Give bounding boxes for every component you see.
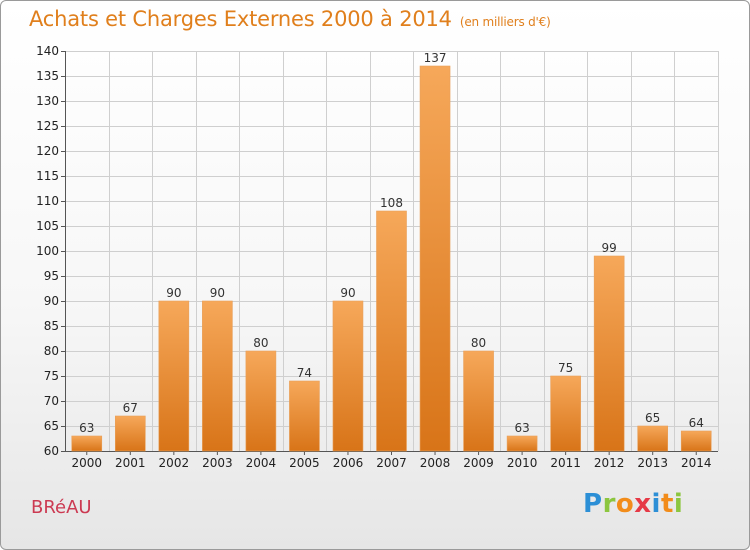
chart-title: Achats et Charges Externes 2000 à 2014 (e…	[29, 7, 551, 31]
y-tick-label: 95	[44, 269, 59, 283]
logo-letter: i	[651, 489, 661, 519]
bar-2014	[680, 430, 712, 452]
data-label: 64	[689, 416, 704, 430]
data-label: 80	[471, 336, 486, 350]
data-label: 63	[514, 421, 529, 435]
bar-2002	[158, 300, 190, 452]
x-tick-label: 2014	[681, 456, 712, 470]
bar-2009	[463, 350, 494, 452]
y-tick-label: 85	[44, 319, 59, 333]
x-tick-label: 2002	[159, 456, 190, 470]
y-tick-label: 75	[44, 369, 59, 383]
data-label: 108	[380, 196, 403, 210]
logo-letter: x	[634, 489, 652, 519]
chart-title-text: Achats et Charges Externes 2000 à 2014	[29, 7, 452, 31]
x-tick-label: 2009	[463, 456, 494, 470]
x-tick-label: 2006	[333, 456, 364, 470]
data-label: 67	[123, 401, 138, 415]
y-tick-label: 65	[44, 419, 59, 433]
x-tick-label: 2008	[420, 456, 451, 470]
bar-2013	[637, 425, 669, 452]
bar-2005	[289, 380, 320, 452]
y-tick-label: 115	[36, 169, 59, 183]
x-tick-label: 2005	[289, 456, 320, 470]
proxiti-logo: Proxiti	[583, 489, 683, 519]
data-label: 75	[558, 361, 573, 375]
bar-2010	[506, 435, 538, 452]
x-tick-label: 2010	[507, 456, 538, 470]
y-tick-label: 90	[44, 294, 59, 308]
logo-letter: i	[673, 489, 684, 519]
bar-2011	[550, 375, 581, 452]
bars	[71, 65, 712, 452]
y-tick-label: 140	[36, 44, 59, 58]
x-tick-label: 2001	[115, 456, 146, 470]
bar-2000	[71, 435, 103, 452]
data-label: 90	[340, 286, 355, 300]
logo-letter: r	[602, 489, 616, 519]
logo-letter: o	[615, 489, 635, 519]
bar-2006	[332, 300, 364, 452]
logo-letter: t	[660, 489, 674, 519]
x-tick-label: 2011	[550, 456, 581, 470]
x-tick-label: 2013	[637, 456, 668, 470]
bar-2001	[115, 415, 146, 452]
y-tick-label: 60	[44, 444, 59, 458]
x-tick-label: 2003	[202, 456, 233, 470]
data-label: 65	[645, 411, 660, 425]
x-tick-label: 2000	[71, 456, 102, 470]
commune-name: BRéAU	[31, 497, 92, 518]
y-tick-label: 135	[36, 69, 59, 83]
logo-letter: P	[583, 489, 603, 519]
y-tick-label: 130	[36, 94, 59, 108]
chart-unit: (en milliers d'€)	[459, 15, 551, 29]
x-tick-label: 2004	[246, 456, 277, 470]
data-label: 63	[79, 421, 94, 435]
y-tick-label: 110	[36, 194, 59, 208]
x-tick-label: 2007	[376, 456, 407, 470]
bar-2004	[245, 350, 277, 452]
bar-2008	[419, 65, 451, 452]
data-label: 90	[166, 286, 181, 300]
data-label: 99	[602, 241, 617, 255]
data-label: 80	[253, 336, 268, 350]
y-tick-label: 100	[36, 244, 59, 258]
x-tick-label: 2012	[594, 456, 625, 470]
data-label: 74	[297, 366, 312, 380]
data-label: 137	[424, 51, 447, 65]
bar-2012	[593, 255, 625, 452]
data-label: 90	[210, 286, 225, 300]
labels: 60 65 70 75 80 85 90 95 100 105 110 115 120 125 130 135…	[36, 44, 711, 470]
y-tick-label: 70	[44, 394, 59, 408]
y-tick-label: 80	[44, 344, 59, 358]
y-tick-label: 105	[36, 219, 59, 233]
y-tick-label: 125	[36, 119, 59, 133]
bar-2003	[202, 300, 233, 452]
y-tick-label: 120	[36, 144, 59, 158]
bar-2007	[376, 210, 407, 452]
axes	[61, 51, 718, 455]
